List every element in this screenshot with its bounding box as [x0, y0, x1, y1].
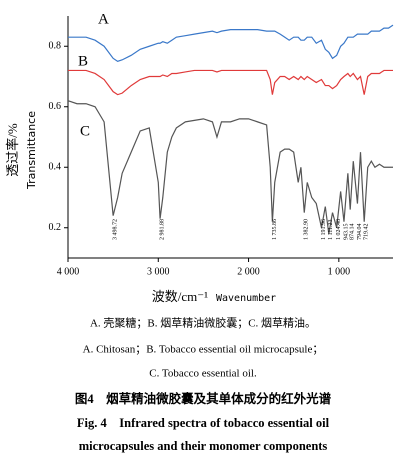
y-axis-label: 透过率/%	[5, 123, 20, 177]
peak-label: 1 382.90	[304, 219, 310, 240]
peak-label: 1 111.23	[328, 219, 334, 240]
peak-label: 874.14	[350, 224, 356, 241]
peak-label: 1 735.86	[272, 219, 278, 240]
x-tick-label: 4 000	[57, 266, 80, 277]
x-axis-label-en: Wavenumber	[216, 293, 276, 304]
x-tick-label: 1 000	[328, 266, 351, 277]
caption-title-en: microcapsules and their monomer componen…	[79, 439, 328, 453]
peak-label: 719.42	[364, 224, 370, 241]
series-line	[67, 100, 393, 234]
peak-label: 3 498.72	[113, 219, 119, 240]
y-tick-label: 0.4	[49, 162, 62, 173]
caption-legend-zh: A. 壳聚糖；B. 烟草精油微胶囊；C. 烟草精油。	[90, 316, 316, 330]
x-tick-label: 2 000	[237, 266, 260, 277]
series-label: C	[80, 123, 90, 139]
series-line	[68, 24, 394, 63]
caption-legend-en: A. Chitosan；B. Tobacco essential oil mic…	[83, 344, 324, 356]
y-tick-label: 0.2	[49, 222, 62, 233]
peak-label: 1 024.48	[336, 219, 342, 240]
caption-title-zh: 图4 烟草精油微胶囊及其单体成分的红外光谱	[75, 391, 332, 406]
x-tick-label: 3 000	[147, 266, 170, 277]
peak-label: 1 191.96	[321, 219, 327, 240]
series-line	[68, 69, 393, 96]
y-tick-label: 0.8	[49, 41, 62, 52]
peak-label: 943.15	[343, 224, 349, 241]
series-label: B	[78, 53, 88, 69]
x-axis-label: 波数/cm⁻¹	[152, 289, 208, 304]
caption-title-en: Fig. 4 Infrared spectra of tobacco essen…	[77, 416, 330, 430]
caption-legend-en: C. Tobacco essential oil.	[149, 368, 257, 380]
y-tick-label: 0.6	[49, 101, 62, 112]
y-axis-label-en: Transmittance	[25, 111, 38, 190]
peak-label: 2 981.88	[159, 219, 165, 240]
peak-label: 794.04	[357, 224, 363, 241]
series-label: A	[98, 11, 109, 27]
